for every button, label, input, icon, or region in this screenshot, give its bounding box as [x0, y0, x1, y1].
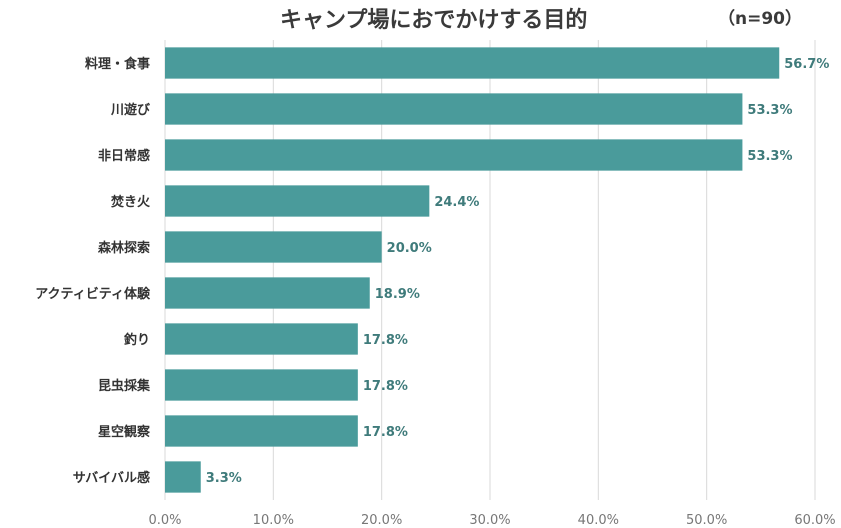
bar — [165, 323, 358, 355]
x-tick-label: 50.0% — [686, 513, 727, 528]
bar — [165, 277, 370, 309]
x-tick-label: 20.0% — [361, 513, 402, 528]
bar — [165, 461, 201, 493]
category-label: 川遊び — [110, 102, 151, 118]
category-label: 料理・食事 — [85, 56, 150, 72]
bar — [165, 47, 780, 79]
bar — [165, 415, 358, 447]
chart-subtitle: （n=90） — [718, 9, 803, 29]
category-label: 星空観察 — [98, 424, 151, 440]
chart-title-area: キャンプ場におでかけする目的 （n=90） — [0, 0, 841, 33]
bar — [165, 231, 382, 263]
category-label: 森林探索 — [98, 240, 150, 256]
x-tick-label: 60.0% — [794, 513, 835, 528]
bar — [165, 139, 743, 171]
category-label: 焚き火 — [110, 194, 151, 210]
value-label: 24.4% — [434, 195, 479, 210]
value-label: 3.3% — [206, 471, 242, 486]
value-label: 18.9% — [375, 287, 420, 302]
value-label: 53.3% — [747, 103, 792, 118]
value-label: 20.0% — [387, 241, 432, 256]
x-tick-label: 40.0% — [578, 513, 619, 528]
chart-title: キャンプ場におでかけする目的 — [280, 8, 588, 33]
value-label: 17.8% — [363, 425, 408, 440]
value-label: 56.7% — [784, 57, 829, 72]
x-tick-label: 0.0% — [148, 513, 181, 528]
category-label: アクティビティ体験 — [35, 286, 151, 302]
category-label: 釣り — [124, 332, 150, 348]
x-tick-label: 30.0% — [469, 513, 510, 528]
x-tick-label: 10.0% — [253, 513, 294, 528]
bar — [165, 369, 358, 401]
bar — [165, 93, 743, 125]
value-label: 17.8% — [363, 379, 408, 394]
category-label: サバイバル感 — [73, 470, 150, 486]
value-label: 53.3% — [747, 149, 792, 164]
category-label: 昆虫採集 — [98, 378, 151, 394]
value-label: 17.8% — [363, 333, 408, 348]
category-label: 非日常感 — [98, 148, 150, 164]
bar — [165, 185, 430, 217]
